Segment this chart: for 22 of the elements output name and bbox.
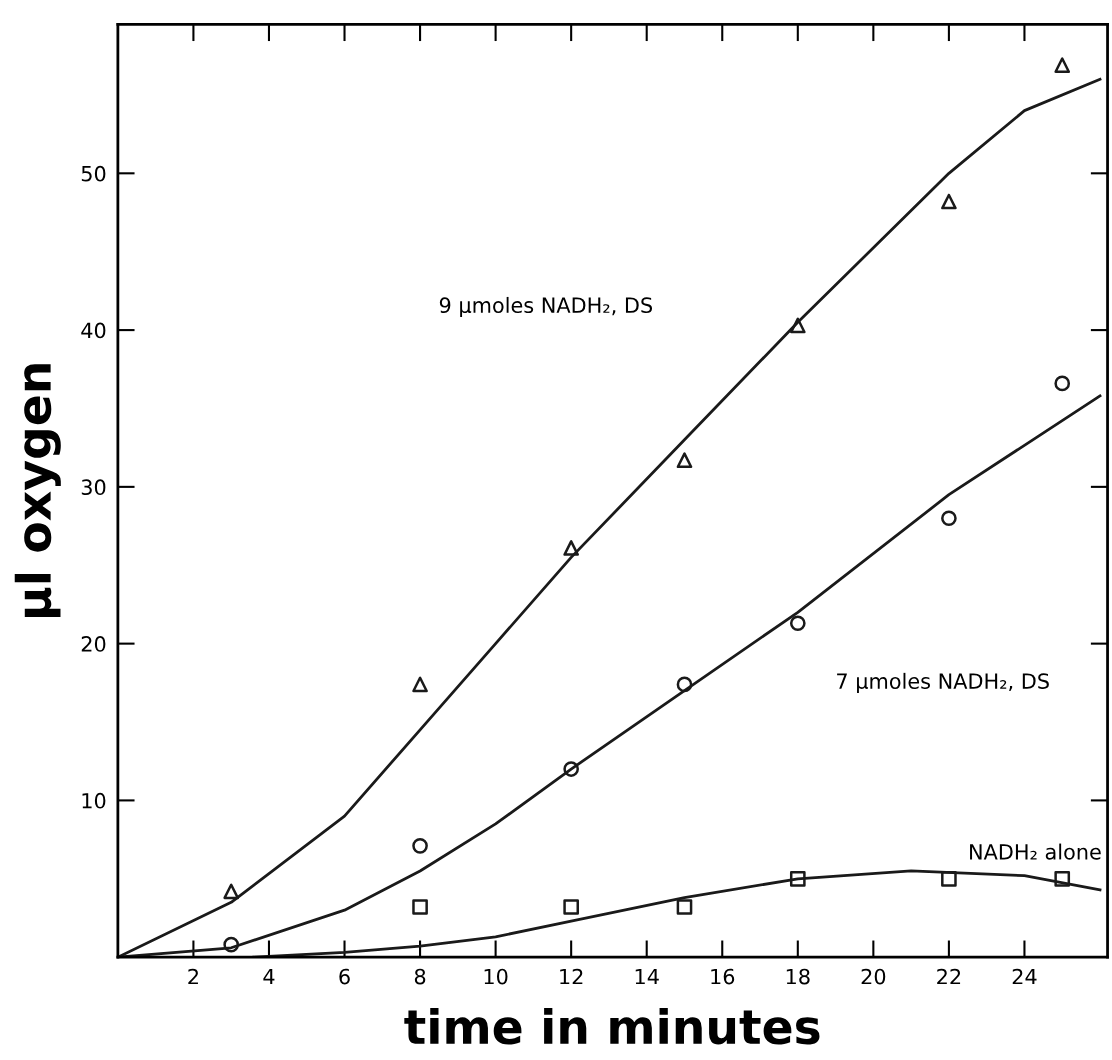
y-tick-label: 20 (81, 636, 106, 652)
x-tick-label: 10 (484, 968, 508, 985)
x-tick-label: 16 (711, 968, 735, 985)
y-axis-title: µl oxygen (14, 364, 61, 618)
y-tick-label: 30 (81, 479, 106, 496)
x-tick-label: 2 (188, 968, 198, 985)
y-tick-label: 50 (81, 165, 106, 182)
x-tick-label: 24 (1012, 968, 1037, 985)
annotation: 7 µmoles NADH₂, DS (837, 672, 1049, 694)
x-axis-title: time in minutes (404, 1007, 820, 1045)
annotation: NADH₂ alone (970, 843, 1101, 860)
x-tick-label: 14 (635, 968, 659, 985)
annotation: 9 µmoles NADH₂, DS (439, 296, 653, 318)
x-tick-label: 22 (937, 968, 961, 985)
x-tick-label: 18 (786, 968, 810, 985)
y-tick-label: 10 (82, 792, 106, 809)
x-tick-label: 12 (560, 968, 583, 985)
y-tick-label: 40 (81, 322, 106, 339)
x-tick-label: 4 (263, 968, 275, 985)
x-tick-label: 20 (861, 968, 886, 985)
x-tick-label: 6 (339, 968, 350, 985)
x-tick-label: 8 (414, 968, 426, 985)
